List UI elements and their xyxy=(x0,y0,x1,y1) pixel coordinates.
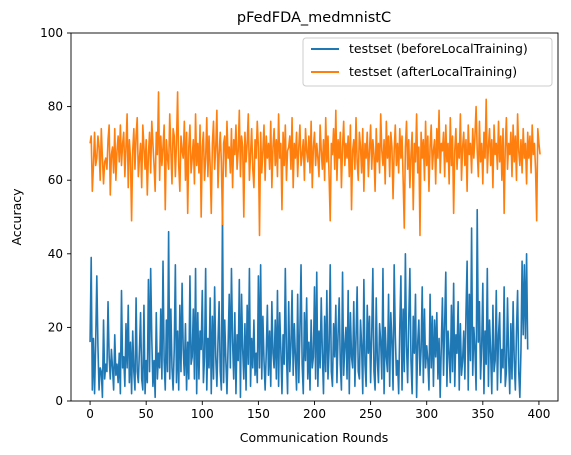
x-tick-label: 200 xyxy=(303,407,326,421)
x-tick-label: 0 xyxy=(86,407,94,421)
x-tick-label: 150 xyxy=(247,407,270,421)
x-axis-label: Communication Rounds xyxy=(240,430,389,445)
legend-frame xyxy=(302,37,553,87)
y-tick-label: 60 xyxy=(48,173,63,187)
y-tick-label: 100 xyxy=(40,26,63,40)
x-tick-label: 400 xyxy=(527,407,550,421)
x-tick-label: 250 xyxy=(359,407,382,421)
axes-layer: 0 50 100 150 200 250 300 350 400 0 20 40 60 80 100 xyxy=(40,26,559,421)
y-tick-label: 40 xyxy=(48,247,63,261)
x-tick-label: 100 xyxy=(191,407,214,421)
legend-label-after: testset (afterLocalTraining) xyxy=(349,64,517,79)
legend-label-before: testset (beforeLocalTraining) xyxy=(349,41,528,56)
y-tick-label: 80 xyxy=(48,100,63,114)
chart-title: pFedFDA_medmnistC xyxy=(237,10,391,26)
y-axis-label: Accuracy xyxy=(9,188,24,246)
y-tick-label: 0 xyxy=(55,394,63,408)
x-tick-label: 350 xyxy=(471,407,494,421)
y-tick-label: 20 xyxy=(48,320,63,334)
x-tick-label: 50 xyxy=(139,407,154,421)
series-layer xyxy=(89,91,541,399)
series-line-0 xyxy=(89,208,529,399)
legend: testset (beforeLocalTraining) testset (a… xyxy=(302,37,553,87)
x-tick-label: 300 xyxy=(415,407,438,421)
series-line-1 xyxy=(89,91,541,237)
